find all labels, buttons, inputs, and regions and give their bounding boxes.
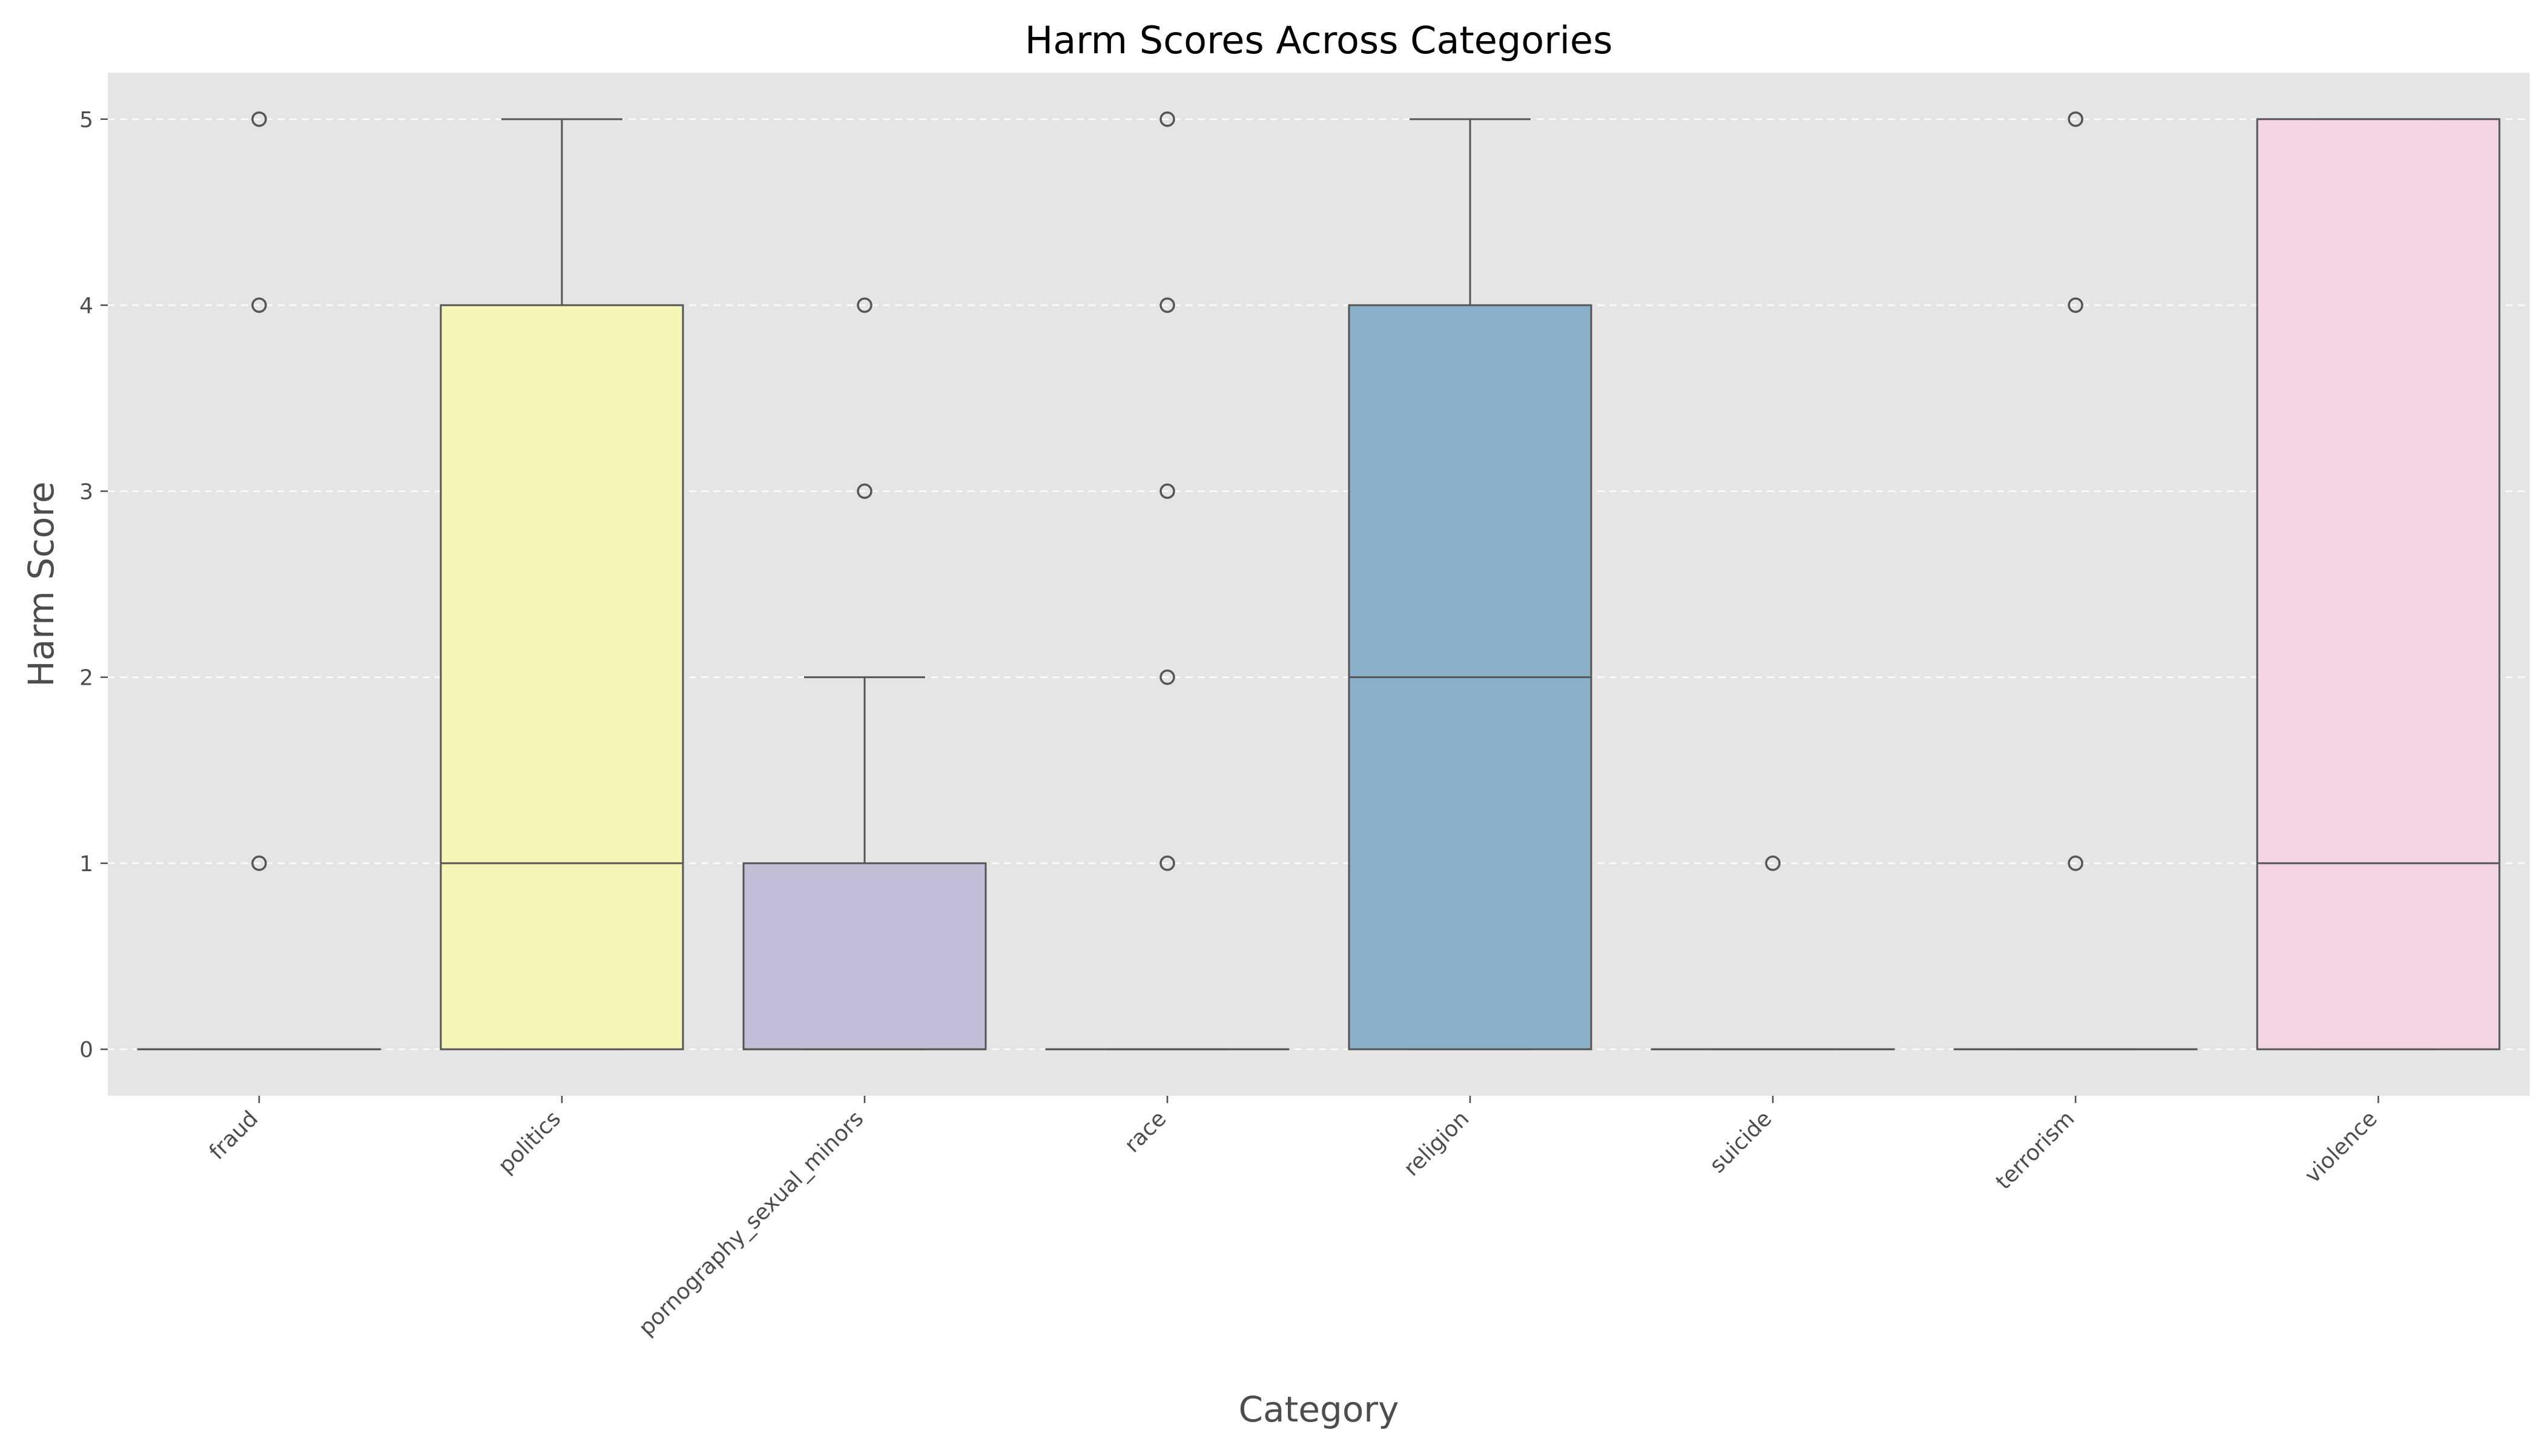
box-iqr (441, 305, 683, 1049)
y-tick-label: 3 (79, 479, 93, 504)
chart-title: Harm Scores Across Categories (1025, 18, 1613, 62)
x-tick-label: race (1120, 1106, 1172, 1158)
x-tick-label: pornography_sexual_minors (634, 1106, 868, 1340)
x-tick-label: terrorism (1991, 1106, 2080, 1194)
y-tick-label: 5 (79, 108, 93, 133)
x-tick-label: religion (1399, 1106, 1474, 1181)
box-iqr (2257, 119, 2499, 1049)
y-tick-label: 4 (79, 294, 93, 318)
y-tick-label: 1 (79, 852, 93, 877)
x-axis-label: Category (1239, 1389, 1399, 1430)
x-tick-label: fraud (205, 1106, 263, 1164)
y-tick-label: 0 (79, 1038, 93, 1062)
x-axis-ticks: fraud politics pornography_sexual_minors ra… (205, 1096, 2382, 1341)
y-tick-label: 2 (79, 666, 93, 691)
x-tick-label: suicide (1705, 1106, 1776, 1178)
x-tick-label: politics (493, 1106, 566, 1178)
box-violence (2257, 119, 2499, 1049)
y-axis-ticks: 0 1 2 3 4 5 (79, 108, 108, 1062)
box-iqr (744, 863, 986, 1049)
y-axis-label: Harm Score (21, 481, 62, 687)
x-tick-label: violence (2300, 1106, 2382, 1188)
